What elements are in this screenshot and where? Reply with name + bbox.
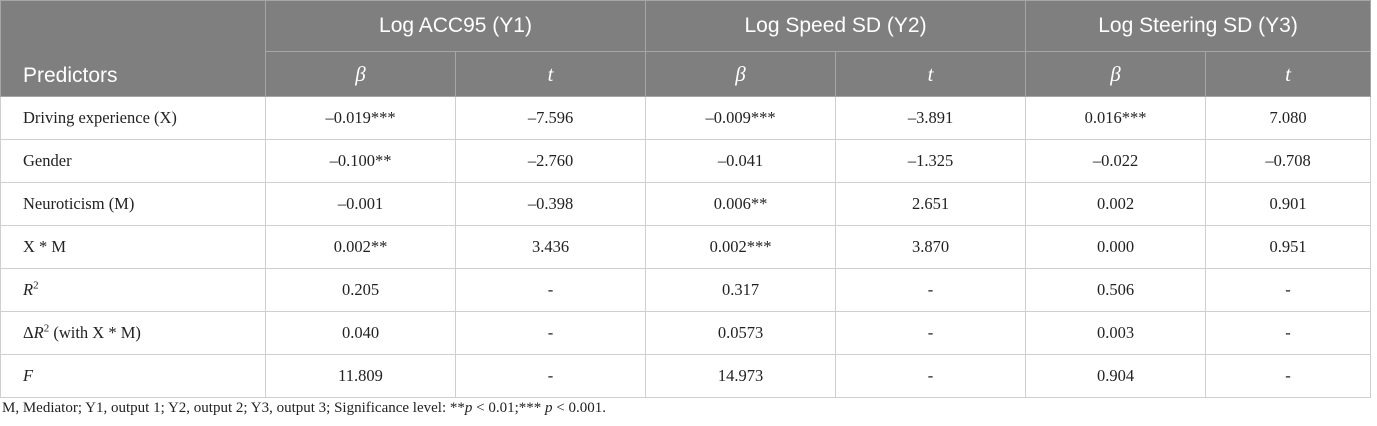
sub-header: β [645, 51, 837, 97]
table-row: Gender –0.100** –2.760 –0.041 –1.325 –0.022 –0… [0, 139, 1372, 183]
table-row: F 11.809-14.973-0.904- [0, 354, 1372, 398]
table-cell: - [835, 311, 1027, 355]
text-segment: Neuroticism (M) [23, 194, 135, 213]
table-cell: 0.901 [1205, 182, 1372, 226]
row-label: ΔR2 (with X * M) [0, 311, 266, 355]
table-row: Neuroticism (M) –0.001 –0.398 0.006** 2.651 0… [0, 182, 1372, 226]
table-row: X * M 0.002** 3.436 0.002*** 3.870 0.000 0.951 [0, 225, 1372, 269]
table-cell: 0.002*** [645, 225, 837, 269]
table-cell: - [835, 354, 1027, 398]
text-segment: p [464, 400, 473, 416]
table-cell: –0.001 [265, 182, 456, 226]
table-cell: 0.040 [265, 311, 456, 355]
table-cell: 0.205 [265, 268, 456, 312]
table-cell: –1.325 [835, 139, 1027, 183]
table-cell: –2.760 [454, 139, 647, 183]
table-cell: 7.080 [1205, 96, 1372, 140]
results-table: Predictors Log ACC95 (Y1) Log Speed SD (… [0, 0, 1372, 398]
table-cell: 0.506 [1025, 268, 1207, 312]
text-segment: < 0.001. [552, 400, 606, 416]
table-cell: 0.951 [1205, 225, 1372, 269]
table-cell: - [454, 354, 647, 398]
row-label: Driving experience (X) [0, 96, 266, 140]
table-cell: 11.809 [265, 354, 456, 398]
sub-header: t [454, 51, 647, 97]
table-cell: - [1205, 311, 1372, 355]
table-cell: –0.009*** [645, 96, 837, 140]
text-segment: p [545, 400, 553, 416]
header-row: Predictors Log ACC95 (Y1) Log Speed SD (… [0, 0, 1372, 97]
text-segment: X * M [23, 237, 67, 256]
group-header: Log Speed SD (Y2) [645, 0, 1027, 52]
table-cell: –7.596 [454, 96, 647, 140]
row-label: R2 [0, 268, 266, 312]
table-cell: 0.0573 [645, 311, 837, 355]
table-cell: 0.002 [1025, 182, 1207, 226]
text-segment: 2 [33, 279, 39, 292]
table-cell: - [454, 311, 647, 355]
table-cell: 0.002** [265, 225, 456, 269]
text-segment: < 0.01;*** [472, 400, 546, 416]
table-cell: 0.003 [1025, 311, 1207, 355]
text-segment: M, Mediator; Y1, output 1; Y2, output 2;… [2, 400, 465, 416]
text-segment: Driving experience (X) [23, 108, 177, 127]
sub-header: t [1205, 51, 1372, 97]
row-label: X * M [0, 225, 266, 269]
table-row: ΔR2 (with X * M) 0.040-0.0573-0.003- [0, 311, 1372, 355]
sub-header: t [835, 51, 1027, 97]
table-row: R2 0.205-0.317-0.506- [0, 268, 1372, 312]
predictors-header: Predictors [0, 0, 266, 97]
table-cell: –0.022 [1025, 139, 1207, 183]
text-segment: Δ [23, 323, 34, 342]
text-segment: (with X * M) [49, 323, 141, 342]
table-cell: 0.904 [1025, 354, 1207, 398]
table-cell: 0.006** [645, 182, 837, 226]
table-cell: –0.100** [265, 139, 456, 183]
table-cell: –0.398 [454, 182, 647, 226]
table-cell: –3.891 [835, 96, 1027, 140]
group-header: Log Steering SD (Y3) [1025, 0, 1372, 52]
table-cell: - [1205, 354, 1372, 398]
row-label: Gender [0, 139, 266, 183]
text-segment: R [33, 323, 44, 342]
table-cell: –0.041 [645, 139, 837, 183]
table-cell: - [1205, 268, 1372, 312]
sub-header: β [1025, 51, 1207, 97]
text-segment: Gender [23, 151, 72, 170]
table-cell: 0.000 [1025, 225, 1207, 269]
table-cell: 3.436 [454, 225, 647, 269]
table-cell: 3.870 [835, 225, 1027, 269]
table-body: Driving experience (X) –0.019*** –7.596 –0.… [0, 96, 1372, 398]
text-segment: F [23, 366, 34, 385]
row-label: Neuroticism (M) [0, 182, 266, 226]
table-cell: 2.651 [835, 182, 1027, 226]
row-label: F [0, 354, 266, 398]
text-segment: 2 [43, 322, 50, 335]
table-cell: –0.708 [1205, 139, 1372, 183]
footnote: M, Mediator; Y1, output 1; Y2, output 2;… [2, 400, 606, 417]
table-cell: 0.317 [645, 268, 837, 312]
text-segment: R [23, 280, 34, 299]
table-cell: –0.019*** [265, 96, 456, 140]
table-cell: 0.016*** [1025, 96, 1207, 140]
table-row: Driving experience (X) –0.019*** –7.596 –0.… [0, 96, 1372, 140]
group-header: Log ACC95 (Y1) [264, 0, 647, 52]
table-cell: 14.973 [645, 354, 837, 398]
table-cell: - [835, 268, 1027, 312]
sub-header: β [265, 51, 456, 97]
table-cell: - [454, 268, 647, 312]
subheader-row: β t β t β t [1, 51, 1372, 97]
